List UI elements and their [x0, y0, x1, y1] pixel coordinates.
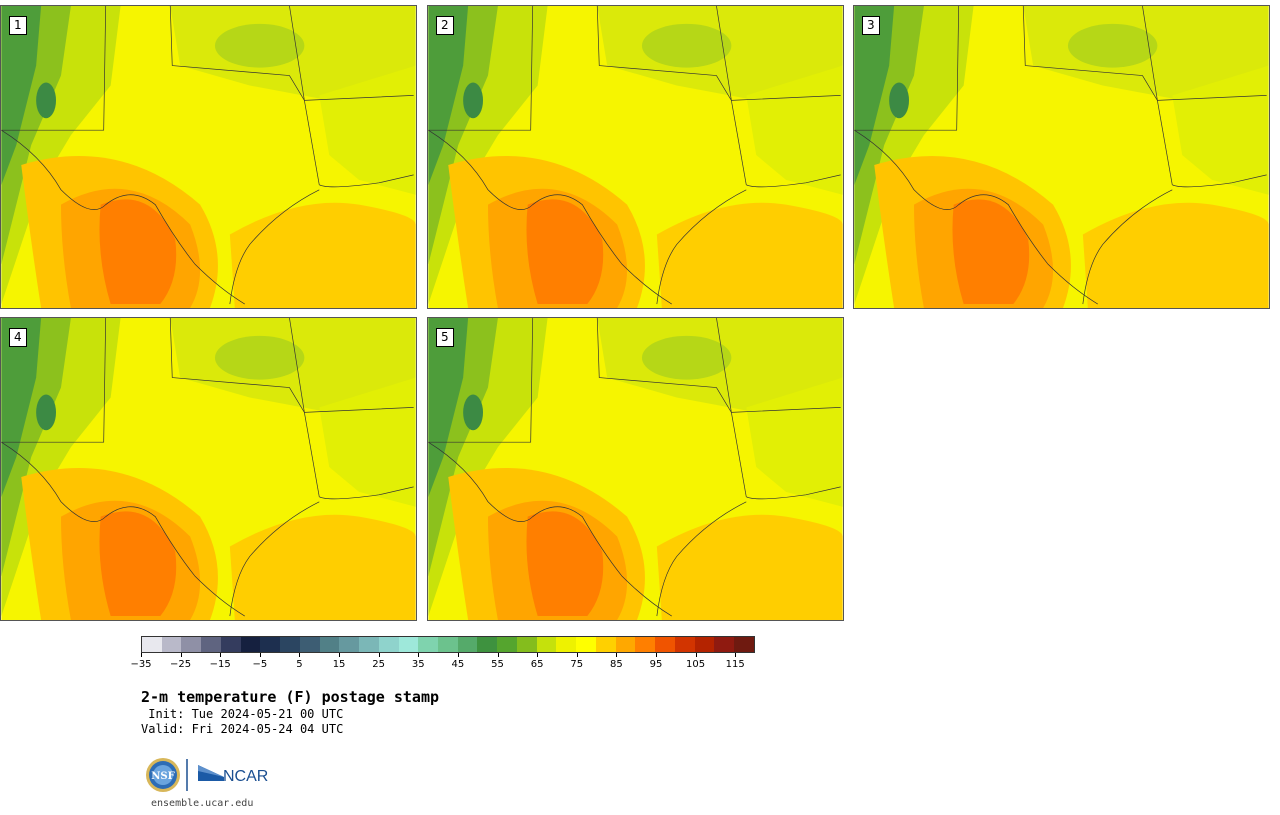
- colorbar-tick-label: 85: [609, 659, 623, 670]
- colorbar-tick-label: 115: [725, 659, 745, 670]
- stamp-label: 3: [862, 16, 880, 35]
- colorbar-swatch: [516, 637, 537, 652]
- colorbar-swatch: [714, 637, 735, 652]
- colorbar-swatch: [734, 637, 754, 652]
- colorbar-swatch: [635, 637, 656, 652]
- colorbar-tick: [576, 653, 578, 657]
- colorbar-tick: [735, 653, 737, 657]
- colorbar-swatch: [576, 637, 596, 652]
- colorbar-tick-label: −25: [170, 659, 192, 670]
- colorbar-tick: [339, 653, 341, 657]
- colorbar-swatch: [240, 637, 261, 652]
- colorbar-swatch: [339, 637, 360, 652]
- colorbar-swatch: [418, 637, 439, 652]
- colorbar-tick-label: 45: [451, 659, 465, 670]
- temperature-map: [854, 6, 1269, 308]
- colorbar-swatch: [378, 637, 399, 652]
- colorbar-swatch: [615, 637, 636, 652]
- colorbar-swatch: [299, 637, 320, 652]
- nsf-logo: NSF: [146, 758, 180, 792]
- colorbar-swatch: [359, 637, 379, 652]
- colorbar-swatch: [220, 637, 241, 652]
- colorbar-swatch: [477, 637, 498, 652]
- colorbar-swatch: [280, 637, 300, 652]
- svg-text:NSF: NSF: [151, 771, 174, 782]
- colorbar-tick: [378, 653, 380, 657]
- colorbar-tick: [655, 653, 657, 657]
- colorbar-tick: [220, 653, 222, 657]
- colorbar-swatch: [142, 637, 162, 652]
- colorbar-swatch: [536, 637, 557, 652]
- colorbar-tick-label: 95: [649, 659, 663, 670]
- colorbar-tick: [180, 653, 182, 657]
- colorbar-swatch: [674, 637, 695, 652]
- stamp-label: 4: [9, 328, 27, 347]
- colorbar-swatch: [595, 637, 616, 652]
- colorbar-swatch: [319, 637, 340, 652]
- colorbar-tick: [418, 653, 420, 657]
- stamp-panel-3: 3: [853, 5, 1270, 309]
- colorbar-tick-label: 75: [570, 659, 584, 670]
- colorbar-tick-label: −35: [130, 659, 152, 670]
- colorbar-swatch: [655, 637, 675, 652]
- valid-time: Valid: Fri 2024-05-24 04 UTC: [141, 722, 344, 736]
- colorbar-swatch: [497, 637, 517, 652]
- colorbar-swatch: [556, 637, 577, 652]
- colorbar: [141, 636, 755, 653]
- colorbar-tick-label: −15: [209, 659, 231, 670]
- colorbar-swatch: [398, 637, 419, 652]
- ncar-logo: NCAR: [198, 765, 268, 785]
- colorbar-tick: [537, 653, 539, 657]
- chart-title: 2-m temperature (F) postage stamp: [141, 688, 440, 706]
- svg-text:NCAR: NCAR: [223, 768, 268, 785]
- colorbar-tick-label: 105: [686, 659, 706, 670]
- colorbar-tick-label: 55: [491, 659, 504, 670]
- colorbar-swatch: [438, 637, 458, 652]
- colorbar-tick: [497, 653, 499, 657]
- temperature-map: [428, 6, 843, 308]
- stamp-panel-4: 4: [0, 317, 417, 621]
- colorbar-ticks: −35 −25 −15 −5 5 15 25 35 45 55 65 75 85 95 105 115: [130, 653, 755, 673]
- temperature-map: [1, 6, 416, 308]
- nsf-ncar-logo: NSF NCAR: [146, 758, 268, 792]
- colorbar-swatch: [181, 637, 202, 652]
- temperature-map: [428, 318, 843, 620]
- stamp-panel-5: 5: [427, 317, 844, 621]
- init-time: Init: Tue 2024-05-21 00 UTC: [141, 707, 344, 721]
- colorbar-tick: [259, 653, 261, 657]
- stamp-label: 5: [436, 328, 454, 347]
- colorbar-tick: [616, 653, 618, 657]
- stamp-label: 1: [9, 16, 27, 35]
- colorbar-tick-label: 5: [296, 659, 303, 670]
- colorbar-swatch: [161, 637, 182, 652]
- colorbar-tick: [695, 653, 697, 657]
- temperature-map: [1, 318, 416, 620]
- stamp-label: 2: [436, 16, 454, 35]
- colorbar-tick-label: 65: [530, 659, 544, 670]
- colorbar-tick-label: 15: [332, 659, 346, 670]
- colorbar-tick: [457, 653, 459, 657]
- colorbar-swatch: [457, 637, 478, 652]
- site-url: ensemble.ucar.edu: [151, 798, 254, 809]
- colorbar-swatch: [260, 637, 281, 652]
- colorbar-swatch: [201, 637, 221, 652]
- colorbar-tick-label: 35: [411, 659, 425, 670]
- colorbar-tick: [299, 653, 301, 657]
- colorbar-tick: [141, 653, 142, 657]
- colorbar-tick-label: 25: [372, 659, 386, 670]
- stamp-panel-2: 2: [427, 5, 844, 309]
- stamp-panel-1: 1: [0, 5, 417, 309]
- colorbar-tick-label: −5: [252, 659, 268, 670]
- colorbar-swatch: [694, 637, 715, 652]
